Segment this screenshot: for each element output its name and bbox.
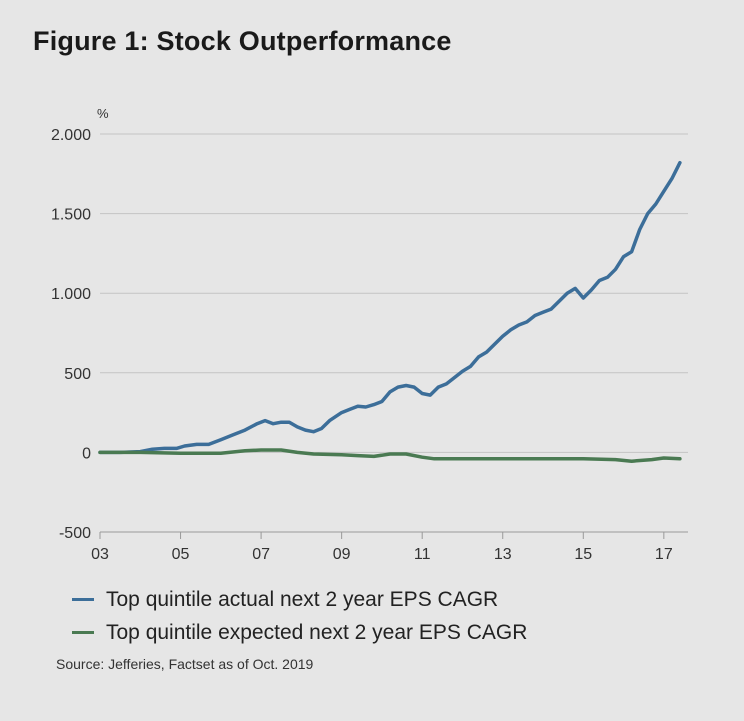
legend: Top quintile actual next 2 year EPS CAGR… bbox=[72, 583, 527, 649]
legend-item-actual: Top quintile actual next 2 year EPS CAGR bbox=[72, 583, 527, 616]
y-axis-unit-label: % bbox=[97, 106, 109, 121]
series-lines bbox=[98, 160, 682, 463]
axes: -500 0 500 1.000 1.500 2.000 03 05 07 09 11 13 15 17 bbox=[51, 127, 688, 563]
y-tick-label: 500 bbox=[64, 366, 91, 383]
legend-swatch-expected bbox=[72, 631, 94, 634]
y-tick-label: 0 bbox=[82, 445, 91, 462]
legend-label-expected: Top quintile expected next 2 year EPS CA… bbox=[106, 620, 528, 644]
x-tick-label: 11 bbox=[414, 546, 431, 563]
x-tick-label: 07 bbox=[252, 546, 270, 563]
gridlines bbox=[100, 133, 688, 533]
series-line-actual bbox=[98, 160, 682, 455]
legend-swatch-actual bbox=[72, 598, 94, 601]
y-tick-label: 2.000 bbox=[51, 127, 91, 144]
y-tick-label: -500 bbox=[59, 525, 91, 542]
x-tick-label: 13 bbox=[494, 546, 512, 563]
x-tick-label: 09 bbox=[333, 546, 351, 563]
series-line-expected bbox=[98, 448, 682, 463]
source-note: Source: Jefferies, Factset as of Oct. 20… bbox=[56, 656, 314, 672]
x-tick-label: 17 bbox=[655, 546, 673, 563]
y-tick-label: 1.500 bbox=[51, 207, 91, 224]
legend-item-expected: Top quintile expected next 2 year EPS CA… bbox=[72, 616, 527, 649]
x-tick-label: 05 bbox=[172, 546, 190, 563]
y-tick-label: 1.000 bbox=[51, 286, 91, 303]
chart-title: Figure 1: Stock Outperformance bbox=[33, 26, 452, 56]
legend-label-actual: Top quintile actual next 2 year EPS CAGR bbox=[106, 587, 499, 611]
x-tick-label: 15 bbox=[574, 546, 592, 563]
x-tick-label: 03 bbox=[91, 546, 109, 563]
